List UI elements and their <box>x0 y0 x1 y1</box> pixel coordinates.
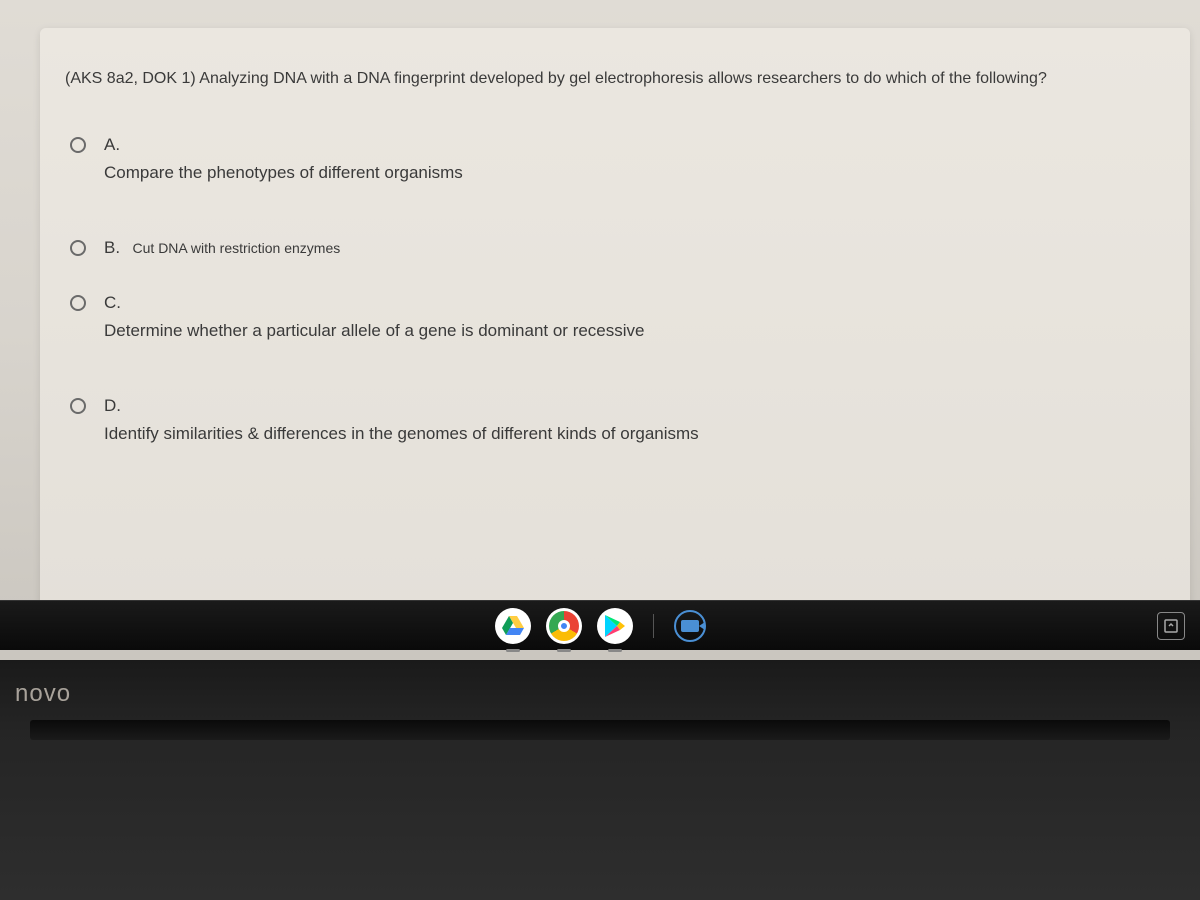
tray-fullscreen-icon[interactable] <box>1157 612 1185 640</box>
chrome-indicator <box>557 649 571 652</box>
option-a-letter: A. <box>104 135 1165 155</box>
option-c[interactable]: C. Determine whether a particular allele… <box>70 293 1165 341</box>
camera-icon[interactable] <box>674 610 706 642</box>
google-drive-icon[interactable] <box>495 608 531 644</box>
play-indicator <box>608 649 622 652</box>
lenovo-logo: novo <box>15 680 71 708</box>
option-c-content: C. Determine whether a particular allele… <box>104 293 1165 341</box>
option-d-text: Identify similarities & differences in t… <box>104 424 1165 444</box>
option-b-letter: B. <box>104 238 120 257</box>
screen-content-area: (AKS 8a2, DOK 1) Analyzing DNA with a DN… <box>0 0 1200 660</box>
option-c-letter: C. <box>104 293 1165 313</box>
radio-a[interactable] <box>70 137 86 153</box>
camera-inner <box>681 620 699 632</box>
option-a-content: A. Compare the phenotypes of different o… <box>104 135 1165 183</box>
system-tray <box>1157 612 1185 640</box>
option-b[interactable]: B. Cut DNA with restriction enzymes <box>70 238 1165 258</box>
option-a-text: Compare the phenotypes of different orga… <box>104 163 1165 183</box>
option-d-content: D. Identify similarities & differences i… <box>104 396 1165 444</box>
options-container: A. Compare the phenotypes of different o… <box>65 135 1165 444</box>
option-d[interactable]: D. Identify similarities & differences i… <box>70 396 1165 444</box>
radio-c[interactable] <box>70 295 86 311</box>
laptop-hinge <box>30 720 1170 740</box>
drive-indicator <box>506 649 520 652</box>
play-store-icon[interactable] <box>597 608 633 644</box>
taskbar-divider <box>653 614 654 638</box>
chrome-icon[interactable] <box>546 608 582 644</box>
option-d-letter: D. <box>104 396 1165 416</box>
option-c-text: Determine whether a particular allele of… <box>104 321 1165 341</box>
question-text: (AKS 8a2, DOK 1) Analyzing DNA with a DN… <box>65 68 1165 90</box>
option-b-text: Cut DNA with restriction enzymes <box>133 240 341 256</box>
taskbar <box>0 600 1200 650</box>
chrome-inner <box>558 620 570 632</box>
radio-b[interactable] <box>70 240 86 256</box>
laptop-bezel <box>0 660 1200 900</box>
option-b-content: B. Cut DNA with restriction enzymes <box>104 238 1165 258</box>
quiz-card: (AKS 8a2, DOK 1) Analyzing DNA with a DN… <box>40 28 1190 620</box>
option-a[interactable]: A. Compare the phenotypes of different o… <box>70 135 1165 183</box>
radio-d[interactable] <box>70 398 86 414</box>
